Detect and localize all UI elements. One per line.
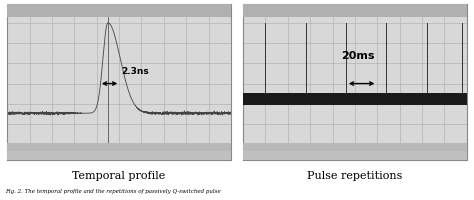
- Bar: [243, 151, 467, 160]
- Bar: [243, 4, 467, 17]
- Text: Temporal profile: Temporal profile: [73, 171, 166, 181]
- Bar: [243, 93, 467, 105]
- Bar: [7, 143, 231, 151]
- Text: 20ms: 20ms: [341, 51, 375, 61]
- Bar: [7, 4, 231, 17]
- Bar: [7, 151, 231, 160]
- Bar: [243, 143, 467, 151]
- Text: Pulse repetitions: Pulse repetitions: [307, 171, 402, 181]
- Text: Fig. 2. The temporal profile and the repetitions of passively Q-switched pulse: Fig. 2. The temporal profile and the rep…: [5, 189, 220, 194]
- Text: 2.3ns: 2.3ns: [121, 67, 149, 76]
